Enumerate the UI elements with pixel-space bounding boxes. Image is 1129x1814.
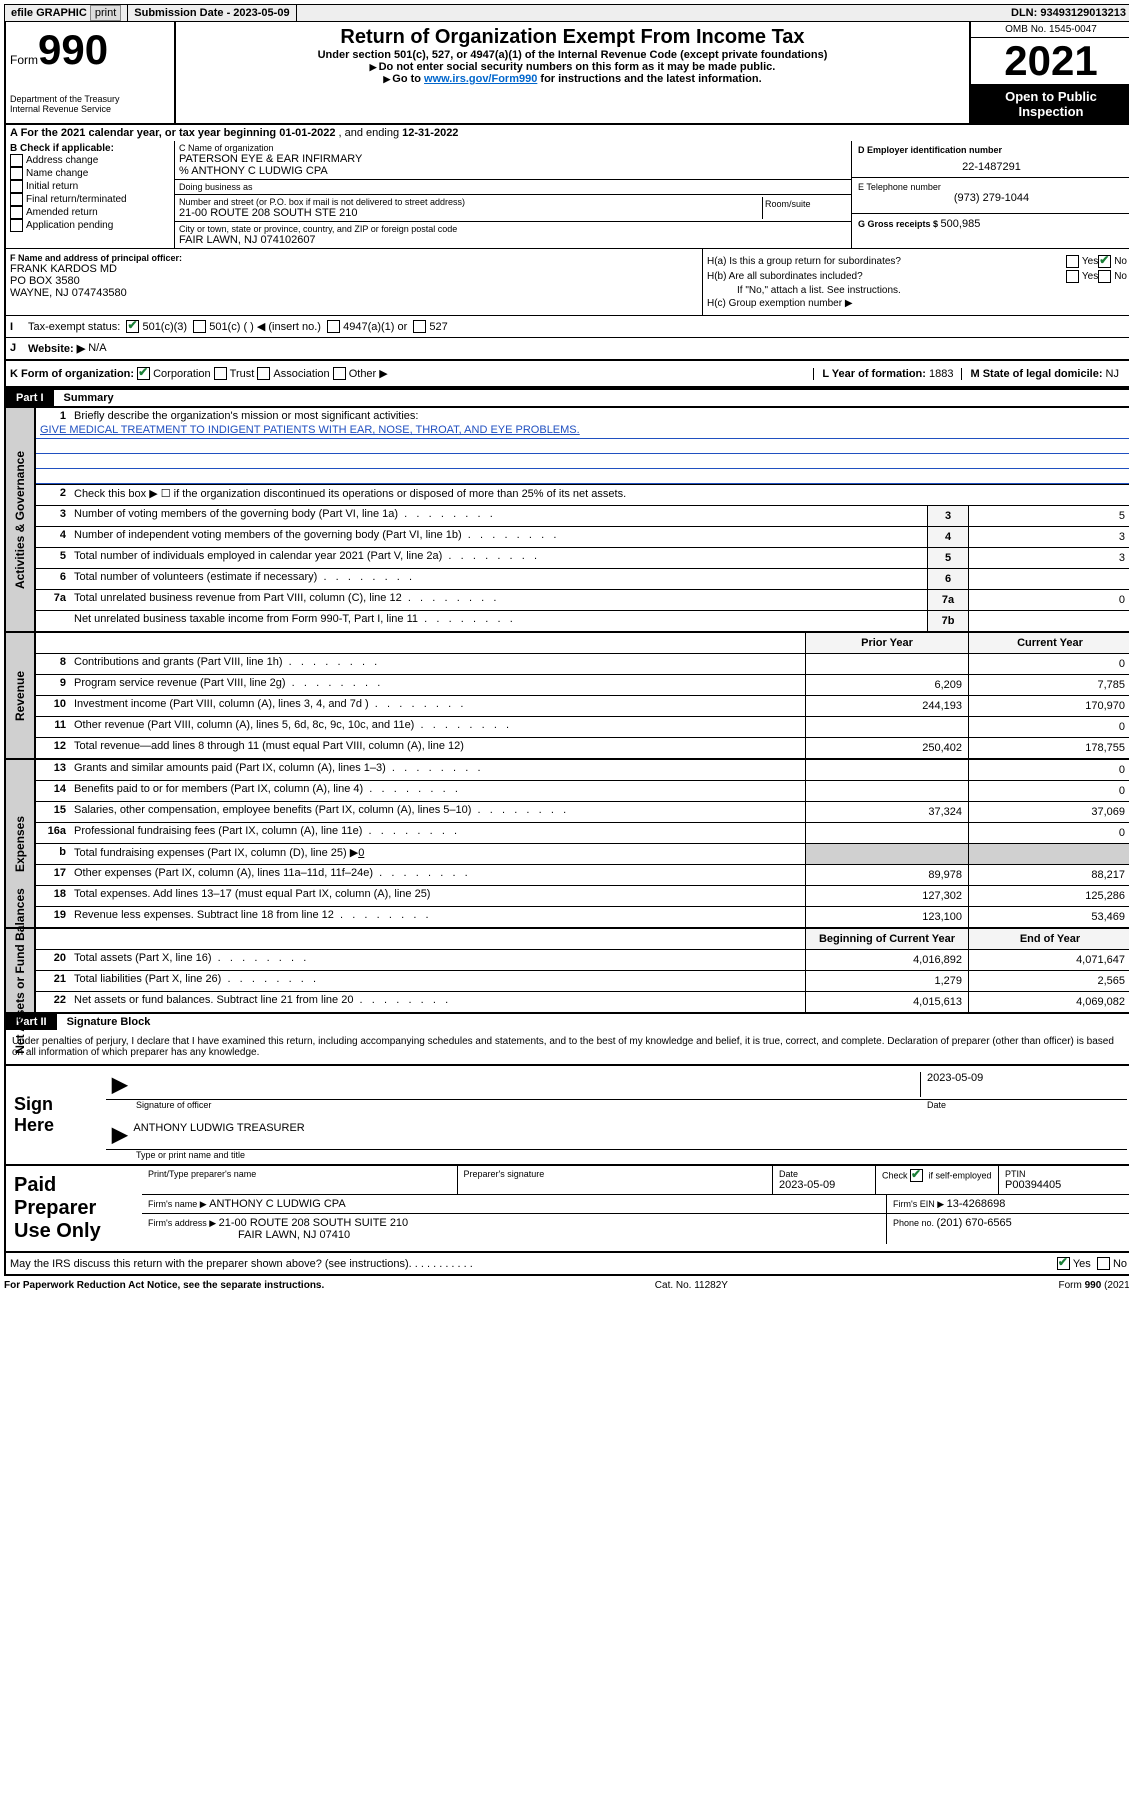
firm-ein: 13-4268698 (947, 1198, 1006, 1210)
form-title: Return of Organization Exempt From Incom… (184, 26, 961, 49)
expenses-block: Expenses 13Grants and similar amounts pa… (4, 760, 1129, 929)
box-d: D Employer identification number22-14872… (851, 141, 1129, 178)
paid-preparer-block: Paid Preparer Use Only Print/Type prepar… (4, 1166, 1129, 1253)
year-box: OMB No. 1545-0047 2021 Open to Public In… (971, 22, 1129, 123)
hb-yes[interactable] (1066, 270, 1079, 283)
org-name: PATERSON EYE & EAR INFIRMARY (179, 153, 847, 165)
governance-block: Activities & Governance 1Briefly describ… (4, 406, 1129, 633)
chk-self-employed[interactable] (910, 1169, 923, 1182)
submission-date: Submission Date - 2023-05-09 (128, 5, 296, 21)
chk-address-change[interactable]: Address change (10, 154, 170, 167)
chk-corp[interactable] (137, 367, 150, 380)
row-fh: F Name and address of principal officer:… (4, 248, 1129, 315)
box-de: D Employer identification number22-14872… (851, 141, 1129, 248)
side-governance: Activities & Governance (6, 408, 36, 631)
open-to-public: Open to Public Inspection (971, 85, 1129, 123)
firm-phone: (201) 670-6565 (937, 1217, 1012, 1229)
discuss-row: May the IRS discuss this return with the… (4, 1253, 1129, 1276)
sign-date: 2023-05-09 (920, 1072, 1127, 1097)
chk-501c[interactable] (193, 320, 206, 333)
hb-no[interactable] (1098, 270, 1111, 283)
row-j: J Website: ▶ N/A (4, 337, 1129, 361)
box-f: F Name and address of principal officer:… (6, 249, 703, 315)
ein: 22-1487291 (858, 161, 1125, 173)
ptin: P00394405 (1005, 1179, 1061, 1191)
box-h: H(a) Is this a group return for subordin… (703, 249, 1129, 315)
row-i: I Tax-exempt status: 501(c)(3) 501(c) ( … (4, 315, 1129, 337)
revenue-block: Revenue Prior YearCurrent Year 8Contribu… (4, 633, 1129, 760)
subtitle-1: Under section 501(c), 527, or 4947(a)(1)… (184, 49, 961, 61)
box-g: G Gross receipts $ 500,985 (851, 214, 1129, 249)
state-domicile: NJ (1106, 368, 1119, 380)
city-state-zip: FAIR LAWN, NJ 074102607 (179, 234, 847, 246)
chk-app-pending[interactable]: Application pending (10, 219, 170, 232)
chk-final-return[interactable]: Final return/terminated (10, 193, 170, 206)
part-2-header: Part IISignature Block (4, 1014, 1129, 1030)
section-bcde: B Check if applicable: Address change Na… (4, 141, 1129, 248)
dln: DLN: 93493129013213 (1005, 5, 1129, 21)
firm-name: ANTHONY C LUDWIG CPA (209, 1198, 346, 1210)
chk-other[interactable] (333, 367, 346, 380)
omb-number: OMB No. 1545-0047 (971, 22, 1129, 38)
paid-preparer-label: Paid Preparer Use Only (6, 1166, 142, 1251)
subtitle-3: Go to www.irs.gov/Form990 for instructio… (184, 73, 961, 85)
print-button[interactable]: print (90, 5, 121, 21)
firm-address: 21-00 ROUTE 208 SOUTH SUITE 210 (219, 1217, 409, 1229)
caret-icon: ▶ (106, 1122, 133, 1147)
side-revenue: Revenue (6, 633, 36, 758)
chk-4947[interactable] (327, 320, 340, 333)
prep-date: 2023-05-09 (779, 1179, 835, 1191)
discuss-no[interactable] (1097, 1257, 1110, 1270)
efile-label: efile GRAPHIC print (5, 5, 128, 21)
side-netassets: Net Assets or Fund Balances (6, 929, 36, 1012)
line-a: A For the 2021 calendar year, or tax yea… (4, 125, 1129, 141)
box-b: B Check if applicable: Address change Na… (6, 141, 175, 248)
form-number-box: Form990 Department of the Treasury Inter… (6, 22, 176, 123)
top-bar: efile GRAPHIC print Submission Date - 20… (4, 4, 1129, 22)
footer: For Paperwork Reduction Act Notice, see … (4, 1276, 1129, 1295)
netassets-block: Net Assets or Fund Balances Beginning of… (4, 929, 1129, 1014)
box-c: C Name of organizationPATERSON EYE & EAR… (175, 141, 851, 248)
chk-amended[interactable]: Amended return (10, 206, 170, 219)
ha-no[interactable] (1098, 255, 1111, 268)
sign-here-block: Sign Here ▶2023-05-09 Signature of offic… (4, 1066, 1129, 1166)
irs-link[interactable]: www.irs.gov/Form990 (424, 73, 537, 85)
year-formation: 1883 (929, 368, 953, 380)
officer-name: ANTHONY LUDWIG TREASURER (133, 1122, 304, 1147)
mission-text: GIVE MEDICAL TREATMENT TO INDIGENT PATIE… (36, 424, 1129, 439)
irs-label: Internal Revenue Service (10, 104, 170, 114)
gross-receipts: 500,985 (941, 218, 981, 230)
part-1-header: Part ISummary (4, 388, 1129, 406)
discuss-yes[interactable] (1057, 1257, 1070, 1270)
street-address: 21-00 ROUTE 208 SOUTH STE 210 (179, 207, 762, 219)
room-suite-label: Room/suite (762, 197, 847, 219)
title-box: Return of Organization Exempt From Incom… (176, 22, 971, 123)
telephone: (973) 279-1044 (858, 192, 1125, 204)
dept-treasury: Department of the Treasury (10, 94, 170, 104)
chk-527[interactable] (413, 320, 426, 333)
caret-icon: ▶ (106, 1072, 133, 1097)
sign-here-label: Sign Here (6, 1066, 102, 1164)
ha-yes[interactable] (1066, 255, 1079, 268)
chk-assoc[interactable] (257, 367, 270, 380)
chk-trust[interactable] (214, 367, 227, 380)
chk-initial-return[interactable]: Initial return (10, 180, 170, 193)
tax-year: 2021 (971, 38, 1129, 85)
chk-501c3[interactable] (126, 320, 139, 333)
website: N/A (88, 342, 106, 355)
penalties-text: Under penalties of perjury, I declare th… (4, 1030, 1129, 1066)
box-e: E Telephone number(973) 279-1044 (851, 178, 1129, 214)
row-k: K Form of organization: Corporation Trus… (4, 361, 1129, 388)
form-header: Form990 Department of the Treasury Inter… (4, 22, 1129, 125)
subtitle-2: Do not enter social security numbers on … (184, 61, 961, 73)
chk-name-change[interactable]: Name change (10, 167, 170, 180)
